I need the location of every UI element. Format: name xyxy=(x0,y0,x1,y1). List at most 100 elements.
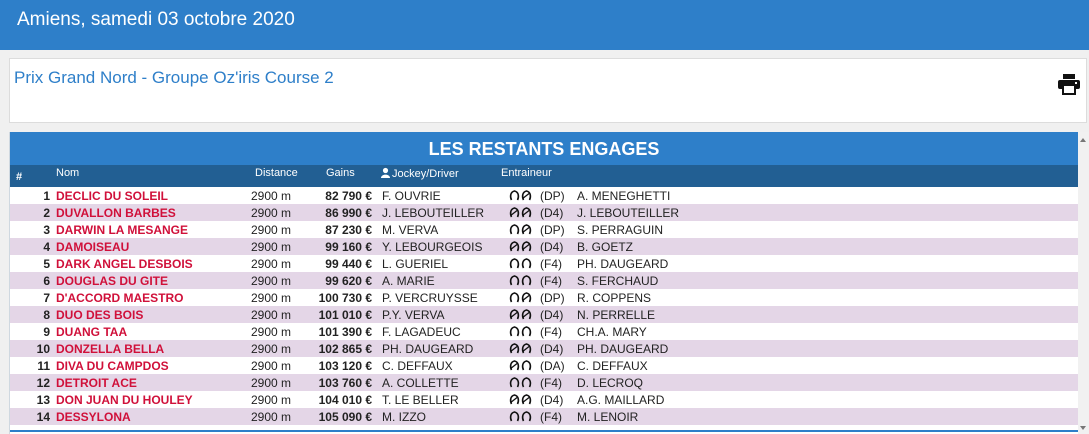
shoeing-icons xyxy=(509,392,533,406)
col-num-header: # xyxy=(16,171,23,183)
trainer-cell: PH. DAUGEARD xyxy=(577,342,669,356)
jockey-cell: J. LEBOUTEILLER xyxy=(382,206,485,220)
horse-name-link[interactable]: DON JUAN DU HOULEY xyxy=(56,393,193,407)
horse-name-link[interactable]: DAMOISEAU xyxy=(56,240,130,254)
shoeing-icons xyxy=(509,205,533,219)
horse-number: 1 xyxy=(43,189,50,203)
trainer-cell: S. PERRAGUIN xyxy=(577,223,664,237)
shoe-barred-icon xyxy=(521,307,532,321)
trainer-cell: S. FERCHAUD xyxy=(577,274,659,288)
horse-name-link[interactable]: DESSYLONA xyxy=(56,410,131,424)
horse-number: 10 xyxy=(36,342,50,356)
shoe-open-icon xyxy=(509,409,520,423)
jockey-cell: F. OUVRIE xyxy=(382,189,441,203)
horse-number: 3 xyxy=(43,223,50,237)
jockey-cell: M. IZZO xyxy=(382,410,426,424)
table-row: 8 DUO DES BOIS 2900 m 101 010 € P.Y. VERVA (D… xyxy=(10,306,1078,323)
gains-cell: 102 865 € xyxy=(318,342,372,356)
scroll-down-arrow[interactable] xyxy=(1080,426,1086,430)
horse-name-link[interactable]: DUANG TAA xyxy=(56,325,128,339)
horse-number: 12 xyxy=(36,376,50,390)
col-jockey-header: Jockey/Driver xyxy=(380,167,459,180)
horse-name-link[interactable]: DARK ANGEL DESBOIS xyxy=(56,257,193,271)
shoe-open-icon xyxy=(521,273,532,287)
shoeing-code: (DP) xyxy=(540,291,565,305)
gains-cell: 105 090 € xyxy=(318,410,372,424)
distance-cell: 2900 m xyxy=(251,308,292,322)
jockey-cell: A. MARIE xyxy=(382,274,435,288)
horse-number: 6 xyxy=(43,274,50,288)
scroll-up-arrow[interactable] xyxy=(1080,138,1086,142)
col-gains-header: Gains xyxy=(326,167,355,179)
shoe-barred-icon xyxy=(509,392,520,406)
jockey-cell: P.Y. VERVA xyxy=(382,308,445,322)
jockey-cell: T. LE BELLER xyxy=(382,393,459,407)
shoe-open-icon xyxy=(509,222,520,236)
shoe-barred-icon xyxy=(509,358,520,372)
table-body: 1 DECLIC DU SOLEIL 2900 m 82 790 € F. OUVRIE… xyxy=(10,187,1078,425)
horse-name-link[interactable]: DUO DES BOIS xyxy=(56,308,144,322)
table-row: 5 DARK ANGEL DESBOIS 2900 m 99 440 € L. GUER… xyxy=(10,255,1078,272)
gains-cell: 99 440 € xyxy=(325,257,372,271)
shoeing-icons xyxy=(509,358,533,372)
shoe-barred-icon xyxy=(521,290,532,304)
shoeing-icons xyxy=(509,239,533,253)
trainer-cell: B. GOETZ xyxy=(577,240,634,254)
shoeing-icons xyxy=(509,188,533,202)
horse-name-link[interactable]: DARWIN LA MESANGE xyxy=(56,223,188,237)
shoe-barred-icon xyxy=(509,341,520,355)
shoe-barred-icon xyxy=(521,222,532,236)
col-nom-header: Nom xyxy=(56,167,80,179)
distance-cell: 2900 m xyxy=(251,342,292,356)
meeting-title: Amiens, samedi 03 octobre 2020 xyxy=(17,9,295,30)
course-title: Prix Grand Nord - Groupe Oz'iris Course … xyxy=(14,68,334,87)
table-row: 1 DECLIC DU SOLEIL 2900 m 82 790 € F. OUVRIE… xyxy=(10,187,1078,204)
distance-cell: 2900 m xyxy=(251,206,292,220)
horse-name-link[interactable]: D'ACCORD MAESTRO xyxy=(56,291,184,305)
horse-name-link[interactable]: DOUGLAS DU GITE xyxy=(56,274,169,288)
scrollbar[interactable] xyxy=(1078,132,1089,434)
table-row: 10 DONZELLA BELLA 2900 m 102 865 € PH. DAUGE… xyxy=(10,340,1078,357)
distance-cell: 2900 m xyxy=(251,240,292,254)
jockey-cell: Y. LEBOURGEOIS xyxy=(382,240,483,254)
horse-name-link[interactable]: DECLIC DU SOLEIL xyxy=(56,189,169,203)
jockey-cell: F. LAGADEUC xyxy=(382,325,461,339)
print-icon[interactable] xyxy=(1057,73,1081,95)
trainer-cell: C. DEFFAUX xyxy=(577,359,648,373)
table-header: # Nom Distance Gains Jockey/Driver Entra… xyxy=(10,165,1078,187)
horse-name-link[interactable]: DUVALLON BARBES xyxy=(56,206,176,220)
shoeing-code: (D4) xyxy=(540,206,564,220)
shoeing-code: (D4) xyxy=(540,308,564,322)
trainer-cell: A. MENEGHETTI xyxy=(577,189,671,203)
gains-cell: 86 990 € xyxy=(325,206,372,220)
shoeing-icons xyxy=(509,307,533,321)
table-row: 11 DIVA DU CAMPDOS 2900 m 103 120 € C. DEFFA… xyxy=(10,357,1078,374)
gains-cell: 99 620 € xyxy=(325,274,372,288)
horse-name-link[interactable]: DONZELLA BELLA xyxy=(56,342,165,356)
table-row: 6 DOUGLAS DU GITE 2900 m 99 620 € A. MARIE (F… xyxy=(10,272,1078,289)
distance-cell: 2900 m xyxy=(251,393,292,407)
trainer-cell: R. COPPENS xyxy=(577,291,652,305)
shoeing-code: (D4) xyxy=(540,240,564,254)
horse-number: 13 xyxy=(36,393,50,407)
distance-cell: 2900 m xyxy=(251,325,292,339)
gains-cell: 82 790 € xyxy=(325,189,372,203)
gains-cell: 101 390 € xyxy=(318,325,372,339)
shoe-open-icon xyxy=(521,358,532,372)
shoeing-code: (F4) xyxy=(540,376,562,390)
trainer-cell: D. LECROQ xyxy=(577,376,644,390)
shoe-open-icon xyxy=(521,375,532,389)
horse-name-link[interactable]: DIVA DU CAMPDOS xyxy=(56,359,169,373)
horse-name-link[interactable]: DETROIT ACE xyxy=(56,376,137,390)
top-bar: Amiens, samedi 03 octobre 2020 xyxy=(0,0,1089,50)
shoe-barred-icon xyxy=(521,188,532,202)
distance-cell: 2900 m xyxy=(251,291,292,305)
shoeing-code: (F4) xyxy=(540,257,562,271)
horse-number: 14 xyxy=(36,410,50,424)
table-bottom-line xyxy=(10,430,1079,432)
trainer-cell: M. LENOIR xyxy=(577,410,639,424)
distance-cell: 2900 m xyxy=(251,257,292,271)
shoeing-code: (DA) xyxy=(540,359,565,373)
shoeing-code: (DP) xyxy=(540,189,565,203)
shoeing-code: (F4) xyxy=(540,410,562,424)
